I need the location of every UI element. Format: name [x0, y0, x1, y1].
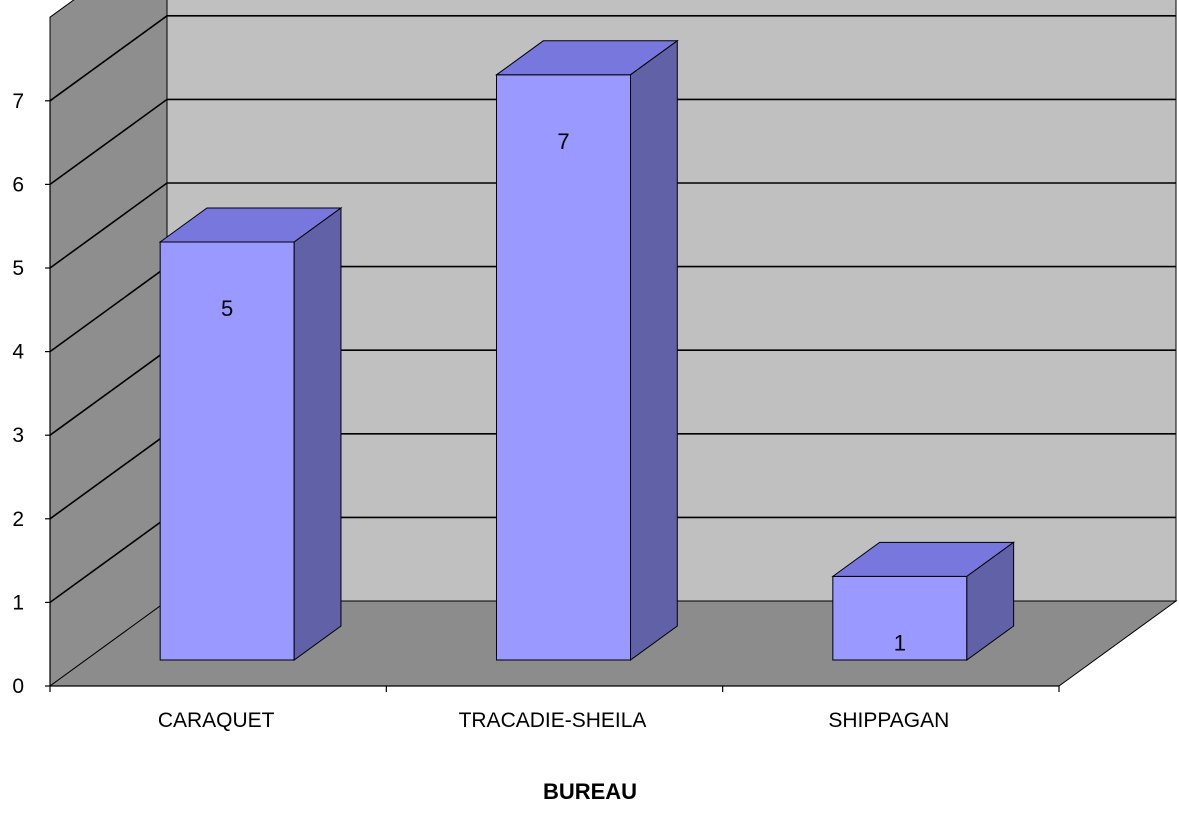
category-label: TRACADIE-SHEILA: [459, 709, 647, 732]
bar-side: [966, 541, 1015, 661]
category-label: CARAQUET: [158, 709, 275, 732]
gridline: [49, 98, 1176, 186]
bar-front: [496, 74, 631, 661]
y-tick-label: 3: [12, 424, 24, 447]
axes: [45, 100, 1060, 692]
y-tick-label: 7: [12, 90, 24, 113]
y-tick-label: 0: [12, 675, 24, 698]
data-label: 5: [221, 296, 233, 321]
labels: 0 1 2 3 4 5 6 7 5 CARAQUET 7 TRACADIE-SHEILA 1 SHIPPA…: [12, 90, 949, 732]
bar-side: [630, 39, 678, 661]
y-tick-label: 1: [12, 591, 24, 614]
bars: [158, 39, 1016, 661]
y-tick-label: 4: [12, 341, 24, 364]
y-tick-label: 2: [12, 508, 24, 531]
y-tick-label: 5: [12, 257, 24, 280]
data-label: 7: [557, 129, 569, 154]
category-label: SHIPPAGAN: [828, 709, 949, 732]
bar-side: [293, 207, 342, 661]
y-tick-label: 6: [12, 173, 24, 196]
data-label: 1: [894, 630, 906, 655]
bar-front: [159, 241, 295, 661]
side-wall: [49, 0, 168, 687]
x-axis-title: BUREAU: [543, 779, 637, 804]
gridline: [49, 182, 1176, 269]
bar-front: [832, 575, 968, 661]
gridline: [49, 15, 1176, 102]
